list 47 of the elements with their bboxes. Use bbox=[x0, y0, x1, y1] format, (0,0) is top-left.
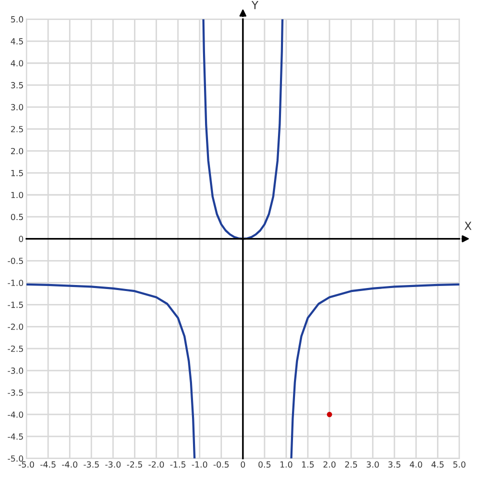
y-tick-label: -3.0 bbox=[8, 368, 24, 374]
x-tick-label: -3.0 bbox=[105, 461, 121, 468]
x-axis-title: X bbox=[464, 222, 472, 230]
y-tick-label: 1.0 bbox=[11, 192, 24, 198]
x-tick-label: -4.5 bbox=[40, 461, 56, 468]
y-tick-label: 4.5 bbox=[10, 38, 23, 44]
x-tick-label: 1.5 bbox=[302, 461, 314, 468]
y-tick-label: 3.0 bbox=[11, 104, 24, 110]
y-tick-label: -1.5 bbox=[8, 302, 23, 308]
y-tick-label: -0.5 bbox=[8, 258, 23, 264]
x-tick-label: -1.5 bbox=[170, 461, 186, 468]
x-tick-label: -1.0 bbox=[192, 461, 208, 468]
x-tick-label: -2.0 bbox=[148, 461, 164, 468]
y-tick-label: 2.5 bbox=[11, 126, 23, 132]
x-tick-label: 3.5 bbox=[388, 461, 400, 468]
y-tick-label: -4.5 bbox=[8, 434, 23, 440]
y-tick-label: 2.0 bbox=[11, 148, 24, 154]
y-tick-label: 1.5 bbox=[11, 170, 23, 176]
x-tick-label: 0 bbox=[240, 461, 246, 468]
y-tick-label: -4.0 bbox=[8, 411, 24, 418]
x-tick-label: 5.0 bbox=[453, 461, 466, 468]
x-tick-label: -3.5 bbox=[84, 461, 99, 468]
y-axis-title: Y bbox=[252, 0, 258, 10]
y-tick-label: -1.0 bbox=[8, 280, 24, 286]
x-tick-label: 2.0 bbox=[323, 461, 336, 468]
y-tick-label: 0 bbox=[18, 236, 24, 242]
y-tick-label: -2.0 bbox=[8, 324, 24, 330]
x-tick-label: 1.0 bbox=[280, 461, 292, 468]
x-tick-label: 4.5 bbox=[431, 461, 444, 468]
x-tick-label: -5.0 bbox=[18, 461, 34, 468]
line-series bbox=[290, 283, 460, 458]
x-tick-label: -4.0 bbox=[62, 461, 78, 468]
y-tick-label: -5.0 bbox=[8, 455, 24, 462]
y-tick-label: 0.5 bbox=[10, 214, 23, 220]
line-series bbox=[202, 19, 284, 240]
y-tick-label: 4.0 bbox=[10, 60, 24, 66]
x-tick-label: -0.5 bbox=[214, 461, 229, 468]
y-tick-label: -2.5 bbox=[8, 346, 23, 352]
x-tick-label: 3.0 bbox=[366, 461, 379, 468]
y-tick-label: 3.5 bbox=[11, 82, 23, 88]
line-series bbox=[26, 283, 196, 458]
y-tick-label: -3.5 bbox=[8, 390, 23, 396]
y-tick-label: 5.0 bbox=[11, 16, 24, 22]
x-tick-label: 4.0 bbox=[410, 461, 422, 468]
x-tick-label: -2.5 bbox=[126, 461, 142, 468]
x-tick-label: 2.5 bbox=[345, 461, 358, 468]
x-tick-label: 0.5 bbox=[258, 461, 270, 468]
